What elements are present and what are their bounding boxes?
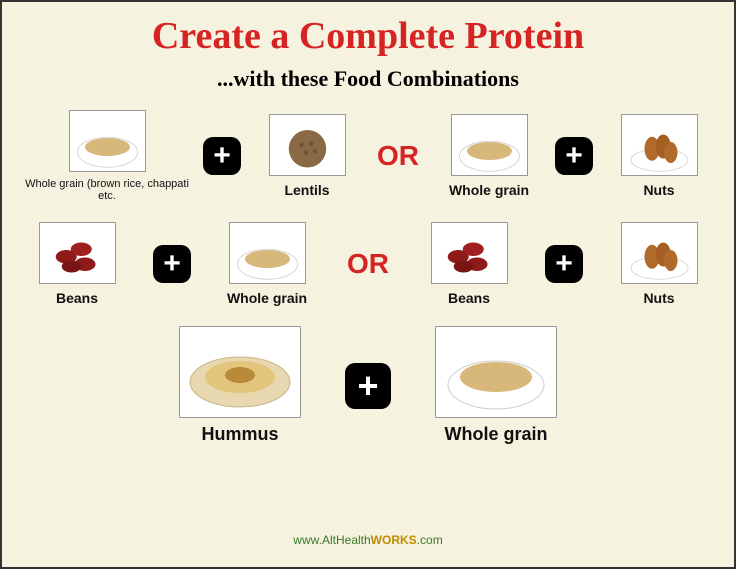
food-label: Whole grain: [449, 182, 529, 198]
food-hummus: Hummus: [165, 326, 315, 445]
combo-row-2: Beans + Whole grain OR Beans: [22, 222, 714, 306]
plus-icon: +: [545, 245, 583, 283]
food-label: Beans: [448, 290, 490, 306]
food-label: Nuts: [643, 182, 674, 198]
source-prefix: www.AltHealth: [293, 533, 370, 547]
food-beans: Beans: [22, 222, 132, 306]
grain-icon: [435, 326, 557, 418]
food-lentils: Lentils: [252, 114, 362, 198]
plus-icon: +: [345, 363, 391, 409]
beans-icon: [431, 222, 508, 284]
source-tld: .com: [417, 533, 443, 547]
source-credit: www.AltHealthWORKS.com: [293, 533, 442, 547]
grain-icon: [69, 110, 146, 172]
beans-icon: [39, 222, 116, 284]
hummus-icon: [179, 326, 301, 418]
lentils-icon: [269, 114, 346, 176]
food-whole-grain: Whole grain: [421, 326, 571, 445]
nuts-icon: [621, 222, 698, 284]
food-label: Whole grain: [227, 290, 307, 306]
combo-row-1: Whole grain (brown rice, chappati etc. +…: [22, 110, 714, 202]
grain-icon: [451, 114, 528, 176]
food-label: Lentils: [284, 182, 329, 198]
or-separator: OR: [373, 140, 423, 172]
combo-row-3: Hummus + Whole grain: [22, 326, 714, 445]
page-title: Create a Complete Protein: [22, 14, 714, 58]
food-nuts: Nuts: [604, 114, 714, 198]
food-label: Whole grain (brown rice, chappati etc.: [22, 178, 192, 202]
source-brand: WORKS: [371, 533, 417, 547]
food-label: Beans: [56, 290, 98, 306]
grain-icon: [229, 222, 306, 284]
plus-icon: +: [153, 245, 191, 283]
food-whole-grain: Whole grain: [434, 114, 544, 198]
food-nuts: Nuts: [604, 222, 714, 306]
food-whole-grain: Whole grain (brown rice, chappati etc.: [22, 110, 192, 202]
food-beans: Beans: [414, 222, 524, 306]
infographic-card: Create a Complete Protein ...with these …: [0, 0, 736, 569]
nuts-icon: [621, 114, 698, 176]
plus-icon: +: [203, 137, 241, 175]
food-label: Nuts: [643, 290, 674, 306]
food-label: Whole grain: [445, 424, 548, 445]
or-separator: OR: [343, 248, 393, 280]
plus-icon: +: [555, 137, 593, 175]
food-label: Hummus: [201, 424, 278, 445]
page-subtitle: ...with these Food Combinations: [22, 66, 714, 92]
food-whole-grain: Whole grain: [212, 222, 322, 306]
